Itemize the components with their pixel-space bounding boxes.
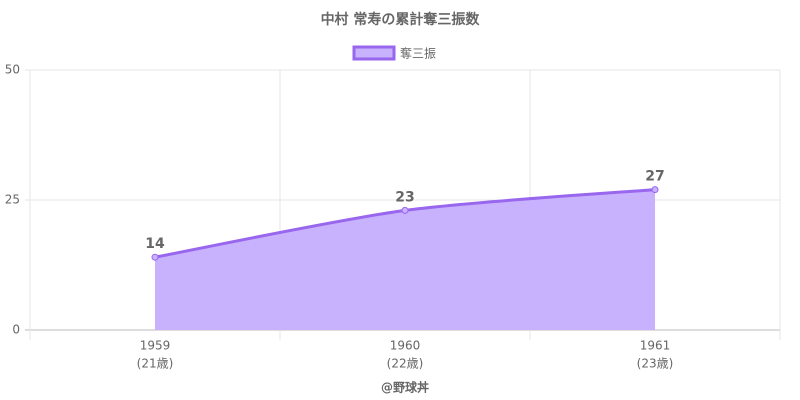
y-tick-label: 0: [12, 323, 20, 337]
area: [155, 189, 655, 330]
y-tick-label: 50: [5, 63, 20, 77]
point: [151, 253, 159, 261]
y-tick-label: 25: [5, 193, 20, 207]
x-tick-sublabel: (22歳): [387, 357, 424, 371]
x-tick-sublabel: (21歳): [137, 357, 174, 371]
x-axis-label: @野球丼: [381, 380, 429, 395]
data-label: 27: [645, 169, 664, 185]
data-label: 14: [145, 236, 165, 252]
x-tick-sublabel: (23歳): [637, 357, 674, 371]
x-tick-label: 1959: [140, 339, 171, 353]
point: [401, 206, 409, 214]
legend-swatch: [352, 45, 396, 61]
legend-label: 奪三振: [400, 46, 436, 61]
data-label: 23: [395, 189, 414, 205]
x-tick-label: 1960: [390, 339, 421, 353]
chart-title: 中村 常寿の累計奪三振数: [321, 11, 481, 28]
x-tick-label: 1961: [640, 339, 671, 353]
point: [651, 186, 659, 194]
